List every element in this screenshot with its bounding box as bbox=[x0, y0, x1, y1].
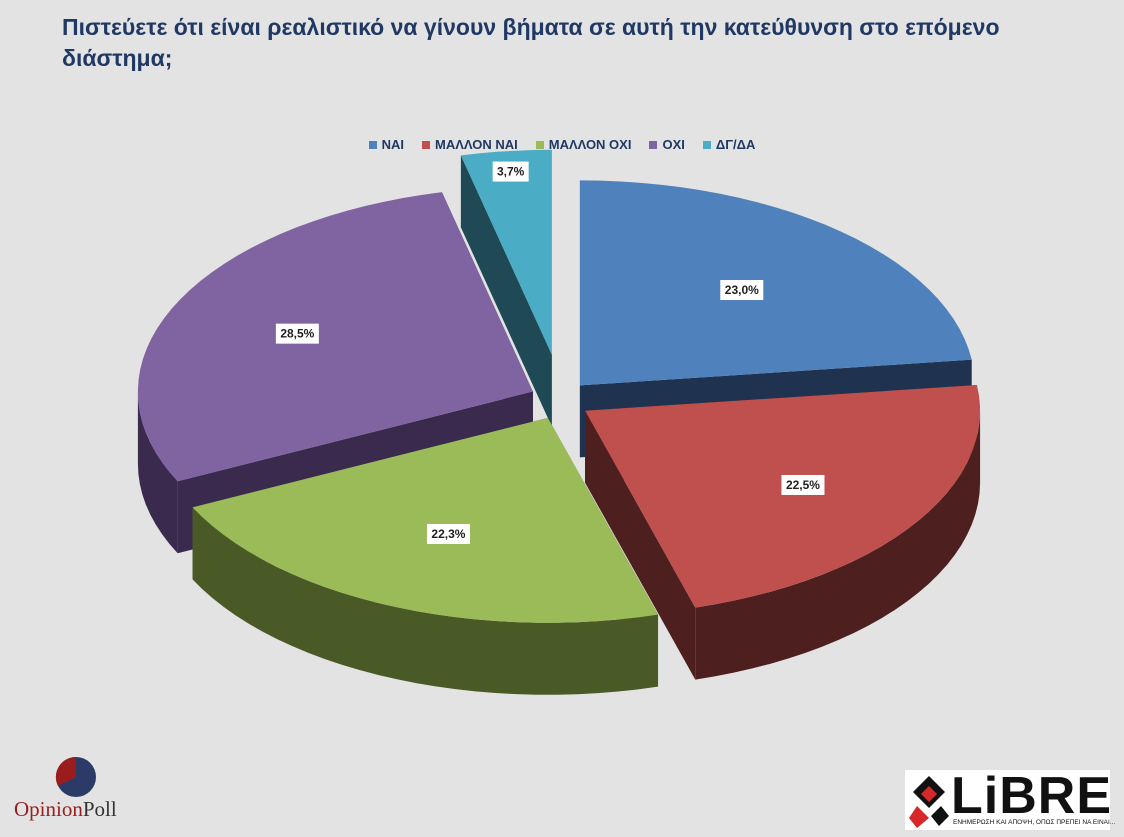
chart-title: Πιστεύετε ότι είναι ρεαλιστικό να γίνουν… bbox=[62, 14, 1000, 71]
legend-item: ΜΑΛΛΟΝ ΟΧΙ bbox=[535, 137, 632, 152]
legend-swatch bbox=[368, 140, 377, 149]
legend-swatch bbox=[649, 140, 658, 149]
libre-wordmark: LiBRE bbox=[951, 767, 1112, 825]
legend-label: ΜΑΛΛΟΝ ΟΧΙ bbox=[548, 137, 632, 152]
data-label-box bbox=[720, 280, 764, 301]
libre-logo: LiBRE ΕΝΗΜΕΡΩΣΗ ΚΑΙ ΑΠΟΨΗ, ΟΠΩΣ ΠΡΕΠΕΙ Ν… bbox=[905, 767, 1115, 830]
data-label: 22,5% bbox=[786, 478, 820, 492]
data-label-box bbox=[426, 523, 470, 544]
pie-slice bbox=[585, 385, 981, 680]
pie-slice-side bbox=[695, 410, 981, 680]
legend-swatch bbox=[422, 140, 431, 149]
legend-label: ΔΓ/ΔΑ bbox=[715, 137, 756, 152]
data-label-box bbox=[492, 161, 529, 182]
opinionpoll-wordmark: OpinionPoll bbox=[14, 797, 117, 821]
pie-slice-top bbox=[137, 192, 533, 482]
chart-legend: ΝΑΙ ΜΑΛΛΟΝ ΝΑΙ ΜΑΛΛΟΝ ΟΧΙ ΟΧΙ ΔΓ/ΔΑ bbox=[0, 137, 1124, 152]
legend-label: ΟΧΙ bbox=[662, 137, 685, 152]
opinionpoll-logo-icon bbox=[55, 756, 96, 797]
data-label-box bbox=[275, 323, 319, 344]
pie-slice-top bbox=[192, 417, 659, 623]
data-label-box bbox=[781, 474, 825, 495]
pie-slice-side bbox=[137, 391, 178, 554]
legend-label: ΜΑΛΛΟΝ ΝΑΙ bbox=[435, 137, 518, 152]
pie-slice bbox=[192, 417, 659, 695]
libre-logo-icon bbox=[909, 776, 949, 828]
data-label: 28,5% bbox=[280, 327, 314, 341]
pie-slice-side bbox=[192, 507, 659, 695]
pie-slice-top bbox=[585, 385, 980, 608]
pie-slice bbox=[460, 149, 552, 427]
pie-slice-wall bbox=[460, 155, 552, 427]
data-label: 23,0% bbox=[725, 283, 759, 297]
pie-slice-wall bbox=[585, 410, 696, 680]
legend-swatch bbox=[535, 140, 544, 149]
pie-slice-top bbox=[579, 180, 972, 386]
legend-label: ΝΑΙ bbox=[381, 137, 405, 152]
legend-item: ΝΑΙ bbox=[368, 137, 405, 152]
pie-slice-top bbox=[460, 149, 552, 355]
legend-item: ΜΑΛΛΟΝ ΝΑΙ bbox=[422, 137, 518, 152]
data-label: 3,7% bbox=[497, 165, 525, 179]
legend-item: ΟΧΙ bbox=[649, 137, 685, 152]
legend-item: ΔΓ/ΔΑ bbox=[702, 137, 756, 152]
data-label: 22,3% bbox=[431, 527, 465, 541]
legend-swatch bbox=[702, 140, 711, 149]
libre-tagline: ΕΝΗΜΕΡΩΣΗ ΚΑΙ ΑΠΟΨΗ, ΟΠΩΣ ΠΡΕΠΕΙ ΝΑ ΕΙΝΑ… bbox=[953, 819, 1116, 826]
